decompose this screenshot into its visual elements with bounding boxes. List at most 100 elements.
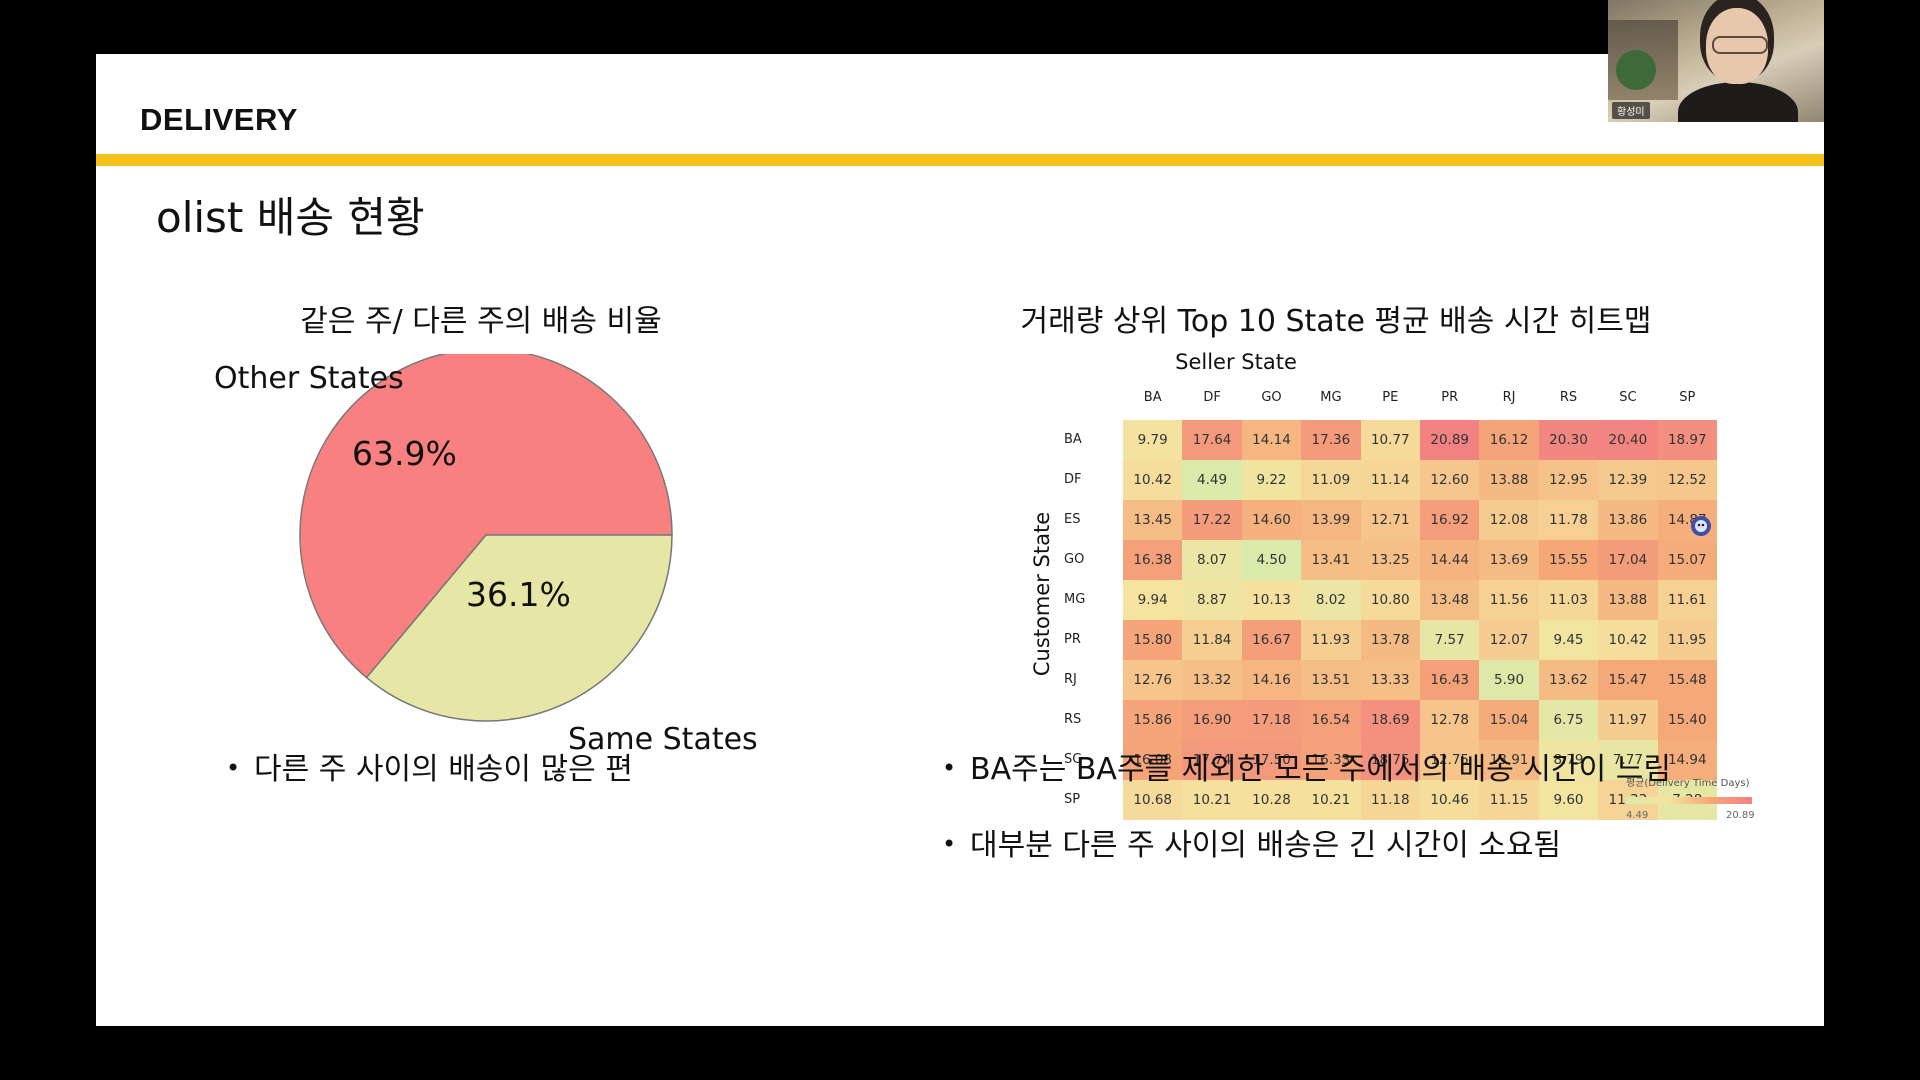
heatmap-cell: 17.04 — [1598, 540, 1658, 580]
heatmap-row-header: DF — [1064, 472, 1082, 487]
heatmap-cell: 7.57 — [1420, 620, 1480, 660]
heatmap-cell: 16.38 — [1123, 540, 1183, 580]
heatmap-cell: 16.92 — [1420, 500, 1480, 540]
heatmap-cell: 14.14 — [1241, 420, 1302, 460]
heatmap-cell: 16.08 — [1123, 740, 1183, 780]
pie-slice-other-states — [299, 354, 673, 679]
heatmap-cell: 11.93 — [1301, 620, 1361, 660]
heatmap-col-header: SC — [1619, 390, 1637, 405]
heatmap-cell: 13.45 — [1123, 500, 1183, 540]
heatmap-cell: 12.75 — [1420, 740, 1480, 780]
heatmap-cell: 16.12 — [1479, 420, 1539, 460]
heatmap-cell: 16.54 — [1301, 700, 1361, 740]
slide: DELIVERY olist 배송 현황 같은 주/ 다른 주의 배송 비율 O… — [96, 54, 1824, 1026]
heatmap-cell: 11.03 — [1538, 580, 1599, 620]
webcam-person-body — [1678, 82, 1798, 122]
heatmap-cell: 5.90 — [1479, 660, 1539, 700]
heatmap-colorbar: 평균(Delivery Time Days) 4.49 20.89 — [1626, 774, 1771, 840]
heatmap-cell: 16.43 — [1420, 660, 1480, 700]
heatmap-cell: 17.50 — [1241, 740, 1302, 780]
heatmap-row-header: GO — [1064, 552, 1085, 567]
heatmap-title: 거래량 상위 Top 10 State 평균 배송 시간 히트맵 — [1020, 304, 1652, 339]
colorbar-max: 20.89 — [1726, 810, 1755, 821]
webcam-participant-name: 황성미 — [1612, 102, 1650, 119]
heatmap-y-axis-label: Customer State — [1030, 511, 1054, 677]
heatmap-cell: 20.40 — [1598, 420, 1658, 460]
heatmap-cell: 9.22 — [1241, 460, 1302, 500]
pie-pct-other: 63.9% — [352, 434, 457, 473]
pie-chart: Other States 63.9% 36.1% Same States — [214, 354, 758, 757]
heatmap-cell: 16.67 — [1241, 620, 1302, 660]
heatmap-bullet-2: • 대부분 다른 주 사이의 배송은 긴 시간이 소요됨 — [942, 820, 1561, 864]
heatmap-cell: 17.36 — [1301, 420, 1361, 460]
heatmap-cell: 10.46 — [1420, 780, 1480, 820]
heatmap-cell: 18.97 — [1657, 420, 1717, 460]
heatmap-x-axis-label: Seller State — [1175, 350, 1297, 374]
heatmap-col-header: RJ — [1502, 390, 1516, 405]
heatmap-cell: 13.88 — [1598, 580, 1658, 620]
heatmap-cell: 15.40 — [1657, 700, 1717, 740]
heatmap-cell: 10.28 — [1241, 780, 1302, 820]
heatmap-cell: 9.79 — [1123, 420, 1183, 460]
heatmap-col-header: PR — [1441, 390, 1459, 405]
heatmap-cell: 15.80 — [1123, 620, 1183, 660]
heatmap-cell: 17.22 — [1182, 500, 1242, 540]
heatmap-cell: 11.95 — [1657, 620, 1717, 660]
heatmap-cell: 15.48 — [1657, 660, 1717, 700]
heatmap-cell: 20.89 — [1420, 420, 1480, 460]
heatmap-col-header: MG — [1320, 390, 1342, 405]
header-accent-bar — [96, 154, 1824, 166]
bullet-dot: • — [942, 753, 957, 782]
heatmap-cell: 11.15 — [1479, 780, 1539, 820]
pie-bullet: • 다른 주 사이의 배송이 많은 편 — [226, 744, 633, 788]
heatmap-cell: 13.25 — [1360, 540, 1420, 580]
heatmap-cell: 13.86 — [1598, 500, 1658, 540]
colorbar-min: 4.49 — [1626, 810, 1649, 821]
heatmap-cell: 12.95 — [1538, 460, 1599, 500]
heatmap-cell: 18.75 — [1360, 740, 1420, 780]
heatmap-cell: 16.90 — [1182, 700, 1242, 740]
heatmap-cell: 4.50 — [1241, 540, 1302, 580]
heatmap-row-header: SP — [1064, 792, 1081, 807]
pie-chart-title: 같은 주/ 다른 주의 배송 비율 — [300, 304, 662, 339]
pie-bullet-text: 다른 주 사이의 배송이 많은 편 — [254, 752, 633, 787]
heatmap-row-header: RS — [1064, 712, 1082, 727]
pie-label-other: Other States — [214, 361, 404, 396]
heatmap-cell: 11.56 — [1479, 580, 1539, 620]
heatmap-cell: 12.60 — [1420, 460, 1480, 500]
heatmap-col-header: PE — [1382, 390, 1399, 405]
webcam-background-plant — [1616, 50, 1656, 90]
bullet-dot: • — [942, 829, 957, 858]
heatmap-row-header: SC — [1064, 752, 1082, 767]
heatmap-cell: 8.87 — [1182, 580, 1242, 620]
heatmap-cell: 13.48 — [1420, 580, 1480, 620]
heatmap-cell: 9.94 — [1123, 580, 1183, 620]
heatmap-cell: 8.79 — [1538, 740, 1599, 780]
heatmap-row-header: MG — [1064, 592, 1086, 607]
heatmap-cell: 12.39 — [1598, 460, 1658, 500]
heatmap-cell: 13.33 — [1360, 660, 1420, 700]
heatmap-col-header: GO — [1261, 390, 1282, 405]
heatmap-cell: 15.04 — [1479, 700, 1539, 740]
heatmap-cell: 11.18 — [1360, 780, 1420, 820]
colorbar-gradient — [1626, 797, 1752, 804]
heatmap-cell: 17.64 — [1182, 420, 1242, 460]
heatmap-cell: 10.80 — [1360, 580, 1420, 620]
heatmap-cell: 10.68 — [1123, 780, 1183, 820]
heatmap-cell: 8.07 — [1182, 540, 1242, 580]
heatmap-cell: 10.21 — [1301, 780, 1361, 820]
heatmap-cell: 13.41 — [1301, 540, 1361, 580]
heatmap-cell: 12.08 — [1479, 500, 1539, 540]
heatmap-cell: 10.42 — [1598, 620, 1658, 660]
heatmap-cell: 8.02 — [1301, 580, 1361, 620]
heatmap-cell: 12.52 — [1657, 460, 1717, 500]
heatmap-cell: 11.84 — [1182, 620, 1242, 660]
webcam-video-tile[interactable]: 황성미 — [1608, 0, 1824, 122]
heatmap-cell: 9.45 — [1538, 620, 1599, 660]
pie-label-same: Same States — [568, 722, 758, 757]
heatmap-cell: 12.07 — [1479, 620, 1539, 660]
heatmap-cell: 11.61 — [1657, 580, 1717, 620]
heatmap-cell: 13.51 — [1301, 660, 1361, 700]
heatmap-row-header: RJ — [1064, 672, 1077, 687]
slide-header: DELIVERY — [140, 102, 298, 137]
